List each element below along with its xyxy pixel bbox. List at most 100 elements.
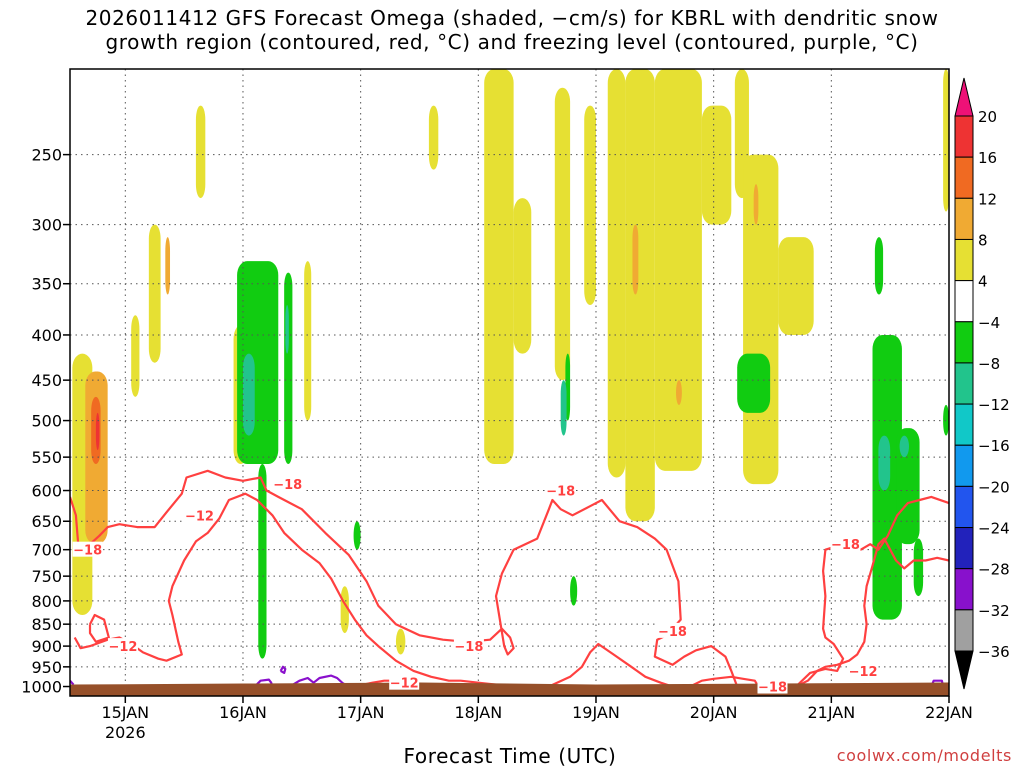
- y-tick-label-2: 350: [31, 275, 62, 294]
- contour-label-9: −18: [831, 538, 860, 553]
- x-year-label: 2026: [105, 723, 146, 742]
- contour-label-10: −12: [849, 665, 878, 680]
- omega-region-16: [340, 586, 349, 634]
- omega-region-12: [284, 272, 293, 465]
- colorbar-bottom-arrow: [954, 650, 974, 690]
- omega-region-23: [560, 380, 567, 436]
- omega-region-44: [943, 69, 949, 212]
- colorbar-bin-4: [954, 280, 974, 323]
- x-tick-label-6: 21JAN: [807, 703, 855, 722]
- y-tick-label-12: 850: [31, 615, 62, 634]
- colorbar-label-11: −28: [978, 561, 1010, 579]
- omega-region-3: [95, 412, 100, 451]
- contour-label-bg-0: [72, 541, 103, 557]
- omega-region-28: [632, 224, 639, 295]
- omega-region-10: [242, 353, 255, 436]
- omega-region-4: [148, 224, 161, 363]
- omega-region-30: [676, 380, 682, 405]
- colorbar-label-5: −4: [978, 314, 1000, 332]
- y-tick-label-4: 450: [31, 371, 62, 390]
- colorbar-label-3: 8: [978, 231, 988, 249]
- source-credit: coolwx.com/modelts: [836, 746, 1012, 765]
- omega-region-15: [353, 521, 361, 550]
- omega-region-17: [395, 628, 406, 655]
- y-tick-label-1: 300: [31, 216, 62, 235]
- omega-region-33: [743, 154, 779, 485]
- colorbar-bin-6: [954, 362, 974, 405]
- colorbar-bin-10: [954, 527, 974, 570]
- colorbar-bin-7: [954, 403, 974, 446]
- chart-title: 2026011412 GFS Forecast Omega (shaded, −…: [0, 6, 1024, 54]
- omega-region-26: [607, 69, 626, 478]
- y-tick-label-15: 1000: [21, 678, 62, 697]
- colorbar-label-1: 16: [978, 149, 997, 167]
- colorbar-label-9: −20: [978, 478, 1010, 496]
- contour-label-bg-9: [830, 536, 861, 552]
- omega-region-19: [484, 69, 514, 465]
- grid-lines: [70, 69, 950, 696]
- omega-region-13: [285, 305, 289, 354]
- omega-region-31: [701, 105, 732, 225]
- x-tick-label-7: 22JAN: [925, 703, 973, 722]
- omega-region-14: [304, 261, 312, 421]
- contour-label-3: −18: [273, 478, 302, 493]
- contour-label-6: −18: [546, 485, 575, 500]
- x-tick-label-1: 16JAN: [219, 703, 267, 722]
- y-tick-label-11: 800: [31, 592, 62, 611]
- y-tick-label-3: 400: [31, 326, 62, 345]
- contour-label-bg-4: [453, 638, 484, 654]
- omega-region-29: [654, 69, 702, 471]
- y-tick-label-8: 650: [31, 512, 62, 531]
- contour-line-6: [795, 537, 949, 688]
- contour-label-bg-3: [272, 476, 303, 492]
- x-tick-label-4: 19JAN: [572, 703, 620, 722]
- x-tick-label-5: 20JAN: [690, 703, 738, 722]
- chart-title-line-2: growth region (contoured, red, °C) and f…: [105, 30, 919, 54]
- contour-label-8: −18: [758, 681, 787, 696]
- colorbar-bin-3: [954, 238, 974, 282]
- contour-label-2: −12: [185, 509, 214, 524]
- omega-region-20: [513, 198, 532, 354]
- contour-line-5: [689, 675, 760, 688]
- colorbar-bin-0: [954, 115, 974, 158]
- omega-region-25: [584, 105, 596, 306]
- omega-region-42: [913, 538, 924, 597]
- omega-region-34: [753, 184, 759, 225]
- colorbar-bin-2: [954, 197, 974, 240]
- contour-label-bg-7: [657, 622, 688, 638]
- colorbar-label-8: −16: [978, 437, 1010, 455]
- colorbar-label-7: −12: [978, 396, 1010, 414]
- contour-line-4: [548, 642, 673, 688]
- colorbar: 20 16 12 8 4 −4 −8 −12 −16 −20 −24 −28 −32 −36: [954, 77, 1010, 690]
- omega-region-18: [428, 105, 439, 170]
- y-tick-label-13: 900: [31, 637, 62, 656]
- colorbar-top-arrow: [954, 77, 974, 117]
- omega-region-5: [165, 237, 171, 295]
- y-tick-label-6: 550: [31, 448, 62, 467]
- contour-label-0: −18: [73, 544, 102, 559]
- colorbar-bin-8: [954, 444, 974, 487]
- colorbar-label-4: 4: [978, 273, 988, 291]
- contour-label-bg-8: [757, 678, 788, 694]
- y-tick-label-7: 600: [31, 482, 62, 501]
- omega-region-39: [878, 435, 891, 491]
- contour-label-bg-1: [107, 638, 138, 654]
- terrain-fill: [70, 682, 949, 696]
- contour-line-2: [73, 492, 514, 688]
- contour-label-7: −18: [658, 625, 687, 640]
- terrain-surface: [70, 682, 949, 696]
- omega-region-7: [195, 105, 206, 199]
- omega-region-27: [625, 69, 655, 522]
- colorbar-label-13: −36: [978, 643, 1010, 661]
- x-tick-label-2: 17JAN: [337, 703, 385, 722]
- y-tick-label-9: 700: [31, 541, 62, 560]
- y-tick-label-10: 750: [31, 567, 62, 586]
- colorbar-bin-1: [954, 156, 974, 199]
- colorbar-label-6: −8: [978, 355, 1000, 373]
- omega-region-24: [570, 576, 578, 606]
- y-tick-label-5: 500: [31, 412, 62, 431]
- y-tick-label-0: 250: [31, 146, 62, 165]
- omega-region-11: [258, 464, 267, 659]
- colorbar-bin-9: [954, 485, 974, 529]
